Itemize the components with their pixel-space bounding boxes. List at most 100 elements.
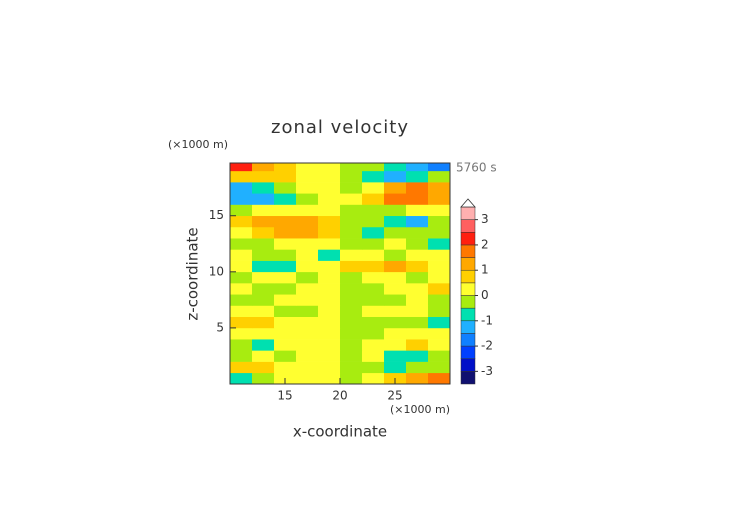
cell <box>296 316 319 329</box>
cell <box>406 260 429 273</box>
cell <box>362 316 385 329</box>
cell <box>406 339 429 351</box>
cell <box>296 283 319 295</box>
cell <box>384 215 407 228</box>
y-tick-label: 15 <box>209 208 224 222</box>
cell <box>362 327 385 340</box>
cell <box>230 339 253 351</box>
cell <box>428 182 451 194</box>
cell <box>318 271 341 284</box>
cell <box>362 170 385 183</box>
cell <box>318 283 341 295</box>
colorbar-band <box>460 244 476 258</box>
cell <box>340 226 363 239</box>
cell <box>340 316 363 329</box>
x-unit: (×1000 m) <box>390 403 450 416</box>
cell <box>340 350 363 362</box>
cell <box>318 226 341 239</box>
chart-title: zonal velocity <box>271 117 409 138</box>
cell <box>252 339 275 351</box>
colorbar-band <box>460 333 476 347</box>
cell <box>296 226 319 239</box>
cell <box>406 283 429 295</box>
cell <box>362 182 385 194</box>
cell <box>362 193 385 205</box>
cell <box>362 226 385 239</box>
cell <box>340 182 363 194</box>
cell <box>362 271 385 284</box>
colorbar-band <box>460 358 476 372</box>
cell <box>230 305 253 317</box>
cell <box>340 249 363 261</box>
field <box>230 163 451 385</box>
cell <box>274 339 297 351</box>
cell <box>384 327 407 340</box>
x-axis-label: x-coordinate <box>293 423 387 441</box>
cell <box>296 271 319 284</box>
cell <box>252 215 275 228</box>
cell <box>340 215 363 228</box>
cell <box>406 238 429 250</box>
cell <box>340 372 363 385</box>
cell <box>428 361 451 374</box>
cell <box>318 215 341 228</box>
cell <box>274 361 297 374</box>
cell <box>230 283 253 295</box>
cell <box>340 204 363 217</box>
cell <box>274 327 297 340</box>
cell <box>296 238 319 250</box>
cell <box>252 193 275 205</box>
cell <box>274 163 297 172</box>
cell <box>318 249 341 261</box>
cell <box>340 283 363 295</box>
cell <box>384 170 407 183</box>
cell <box>428 316 451 329</box>
cell <box>252 283 275 295</box>
cell <box>406 316 429 329</box>
cell <box>362 339 385 351</box>
time-label: 5760 s <box>456 161 497 175</box>
x-tick-label: 15 <box>277 389 292 403</box>
cell <box>318 238 341 250</box>
y-unit: (×1000 m) <box>168 138 228 151</box>
colorbar-tick-label: -3 <box>481 364 493 378</box>
cell <box>230 163 253 172</box>
cell <box>384 305 407 317</box>
cell <box>362 294 385 306</box>
cell <box>318 339 341 351</box>
cell <box>384 350 407 362</box>
cell <box>428 327 451 340</box>
cell <box>362 372 385 385</box>
cell <box>296 163 319 172</box>
cell <box>252 316 275 329</box>
cell <box>340 238 363 250</box>
colorbar-band <box>460 206 476 220</box>
cell <box>406 193 429 205</box>
cell <box>428 193 451 205</box>
cell <box>384 316 407 329</box>
cell <box>428 238 451 250</box>
cell <box>296 294 319 306</box>
cell <box>296 204 319 217</box>
cell <box>340 193 363 205</box>
cell <box>362 305 385 317</box>
cell <box>362 361 385 374</box>
cell <box>384 204 407 217</box>
cell <box>252 163 275 172</box>
cell <box>340 163 363 172</box>
cell <box>406 350 429 362</box>
axes: 15 20 25 5 10 15 <box>209 162 451 403</box>
cell <box>318 204 341 217</box>
cell <box>230 271 253 284</box>
cell <box>318 316 341 329</box>
colorbar-band <box>460 219 476 233</box>
cell <box>274 294 297 306</box>
cell <box>318 372 341 385</box>
cell <box>362 249 385 261</box>
cell <box>230 193 253 205</box>
cell <box>340 260 363 273</box>
cell <box>384 226 407 239</box>
cell <box>252 305 275 317</box>
colorbar-tick-label: 3 <box>481 212 489 226</box>
